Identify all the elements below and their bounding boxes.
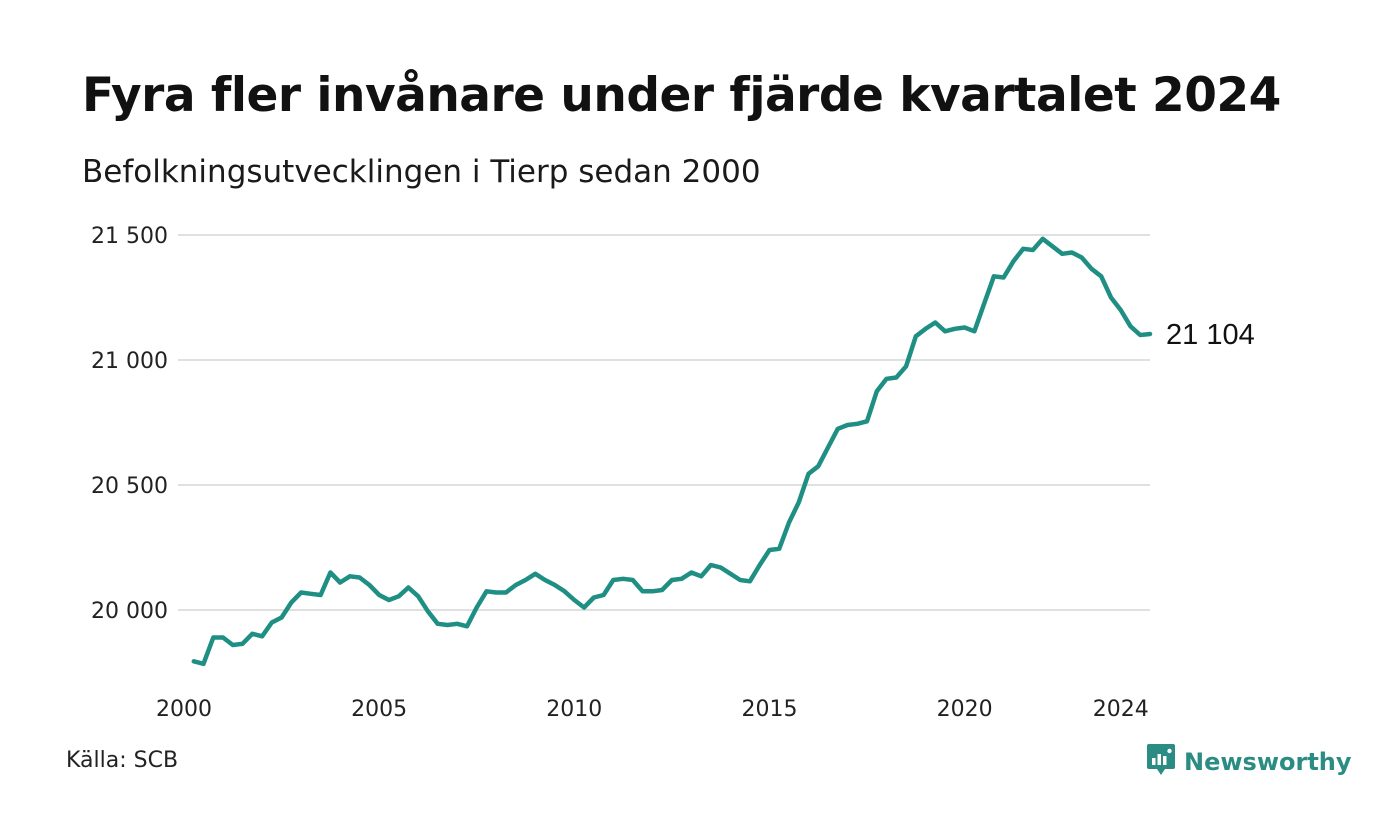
y-tick-label: 20 500: [91, 474, 168, 499]
y-tick-label: 21 500: [91, 224, 168, 249]
newsworthy-logo-text: Newsworthy: [1184, 748, 1352, 776]
newsworthy-logo[interactable]: Newsworthy: [1146, 742, 1352, 782]
x-tick-label: 2020: [937, 697, 993, 722]
y-axis-tick-labels: 20 000 20 500 21 000 21 500: [91, 224, 168, 624]
y-tick-label: 20 000: [91, 599, 168, 624]
population-series-line: [191, 236, 1153, 667]
chart-title: Fyra fler invånare under fjärde kvartale…: [82, 68, 1281, 123]
chart-subtitle: Befolkningsutvecklingen i Tierp sedan 20…: [82, 154, 761, 190]
end-value-label: 21 104: [1166, 319, 1255, 351]
x-tick-label: 2010: [546, 697, 602, 722]
newsworthy-logo-icon: [1146, 742, 1176, 782]
gridlines: [178, 234, 1150, 611]
x-tick-label: 2005: [351, 697, 407, 722]
source-note: Källa: SCB: [66, 748, 179, 773]
y-tick-label: 21 000: [91, 349, 168, 374]
x-tick-label: 2024: [1093, 697, 1149, 722]
x-tick-label: 2015: [741, 697, 797, 722]
x-axis-tick-labels: 2000 2005 2010 2015 2020 2024: [156, 697, 1149, 722]
x-tick-label: 2000: [156, 697, 212, 722]
